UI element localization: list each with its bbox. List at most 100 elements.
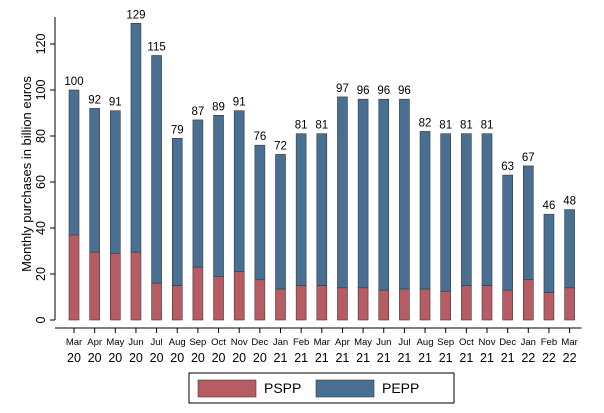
x-tick-label-year: 20 [170, 351, 184, 365]
y-tick-label: 100 [34, 80, 48, 101]
data-label-total: 91 [109, 97, 122, 109]
data-label-total: 96 [377, 85, 390, 97]
data-label-total: 87 [192, 106, 205, 118]
x-tick-label-month: Jul [151, 337, 163, 348]
bar-pepp-aug-20 [171, 138, 183, 286]
x-tick-label-month: Nov [479, 337, 496, 348]
x-tick-label-year: 21 [418, 351, 432, 365]
bar-pepp-mar-21 [316, 133, 328, 286]
data-label-total: 91 [233, 97, 246, 109]
x-tick-label-year: 21 [377, 351, 391, 365]
x-tick-label-year: 21 [480, 351, 494, 365]
data-label-total: 46 [543, 200, 556, 212]
bar-pepp-sep-20 [192, 119, 204, 268]
bar-pspp-mar-22 [564, 287, 575, 321]
x-tick-label-month: Mar [66, 337, 82, 348]
data-label-total: 79 [171, 124, 184, 136]
x-tick-label-year: 20 [108, 351, 122, 365]
x-tick-label-year: 21 [356, 351, 370, 365]
bar-pspp-apr-20 [89, 251, 100, 321]
bar-pepp-oct-20 [213, 115, 224, 277]
legend-swatch-pspp [197, 379, 257, 398]
bar-pspp-sep-21 [440, 290, 452, 321]
x-tick-label-month: Aug [417, 337, 434, 348]
bar-pspp-oct-21 [461, 285, 472, 321]
bar-pepp-feb-21 [295, 133, 307, 286]
x-tick-label-year: 20 [67, 351, 81, 365]
y-tick-label: 120 [34, 34, 48, 55]
x-tick-label-year: 20 [212, 351, 226, 365]
bar-pspp-feb-21 [295, 285, 307, 321]
bar-pepp-oct-21 [461, 133, 472, 286]
x-tick-label-year: 21 [439, 351, 453, 365]
x-tick-label-month: Oct [459, 337, 474, 348]
bar-pspp-jul-20 [151, 282, 162, 321]
x-tick-label-month: Nov [231, 337, 248, 348]
bar-pspp-aug-21 [419, 288, 431, 321]
data-label-total: 81 [481, 120, 494, 132]
bars [68, 22, 575, 321]
data-label-total: 97 [336, 83, 349, 95]
x-tick-label-month: Oct [211, 337, 226, 348]
bar-pepp-jan-21 [275, 154, 286, 290]
bar-pepp-sep-21 [440, 133, 452, 292]
x-tick-label-month: May [106, 337, 124, 348]
x-tick-label-month: Jun [376, 337, 391, 348]
bar-pspp-jun-21 [378, 289, 390, 321]
x-tick-label-year: 20 [150, 351, 164, 365]
bar-pepp-nov-21 [481, 133, 493, 286]
x-tick-label-month: Jul [398, 337, 410, 348]
data-label-total: 63 [501, 161, 514, 173]
x-tick-label-year: 21 [459, 351, 473, 365]
data-label-total: 67 [522, 152, 535, 164]
bar-pepp-dec-20 [254, 144, 266, 281]
bar-pepp-dec-21 [502, 174, 513, 291]
x-tick-label-year: 21 [274, 351, 288, 365]
bar-pspp-jul-21 [399, 288, 410, 321]
legend-label-pepp: PEPP [382, 380, 419, 396]
x-tick-label-month: Feb [293, 337, 309, 348]
x-tick-label-month: Mar [561, 337, 577, 348]
x-tick-label-month: Sep [437, 337, 454, 348]
data-label-total: 72 [274, 140, 287, 152]
bar-pepp-mar-20 [68, 89, 80, 236]
data-label-total: 115 [147, 42, 165, 54]
bar-pepp-feb-22 [543, 213, 555, 293]
bar-pspp-mar-20 [68, 234, 80, 321]
x-tick-label-month: Feb [541, 337, 557, 348]
bar-pspp-aug-20 [171, 285, 183, 321]
data-label-total: 89 [212, 101, 225, 113]
data-label-total: 81 [460, 120, 473, 132]
data-label-total: 96 [357, 85, 370, 97]
x-tick-label-year: 21 [335, 351, 349, 365]
y-tick-label: 60 [34, 175, 48, 189]
x-tick-label-month: Jan [521, 337, 536, 348]
x-tick-label-month: May [354, 337, 372, 348]
x-tick-label-year: 21 [501, 351, 515, 365]
x-tick-label-year: 21 [294, 351, 308, 365]
legend-label-pspp: PSPP [264, 380, 301, 396]
bar-pspp-may-21 [357, 287, 369, 321]
x-tick-label-month: Mar [314, 337, 330, 348]
bar-pspp-nov-20 [233, 271, 245, 321]
bar-pspp-may-20 [110, 253, 121, 321]
legend: PSPP PEPP [188, 372, 455, 404]
x-tick-label-month: Apr [335, 337, 350, 348]
bar-pepp-nov-20 [233, 110, 245, 272]
bar-pepp-apr-20 [89, 108, 100, 253]
x-tick-label-year: 20 [191, 351, 205, 365]
bar-pspp-apr-21 [337, 287, 348, 321]
data-label-total: 92 [88, 94, 101, 106]
data-label-total: 48 [563, 196, 576, 208]
x-tick-label-year: 22 [542, 351, 556, 365]
x-tick-label-year: 20 [253, 351, 267, 365]
x-tick-label-year: 22 [521, 351, 535, 365]
bar-pepp-mar-22 [564, 209, 575, 289]
bar-pspp-dec-20 [254, 279, 266, 321]
x-tick-label-year: 21 [397, 351, 411, 365]
x-tick-label-month: Jun [128, 337, 143, 348]
bar-pspp-feb-22 [543, 292, 555, 321]
y-tick-label: 0 [34, 316, 48, 323]
bar-pepp-may-20 [110, 110, 121, 254]
bar-pspp-jan-22 [522, 279, 534, 321]
